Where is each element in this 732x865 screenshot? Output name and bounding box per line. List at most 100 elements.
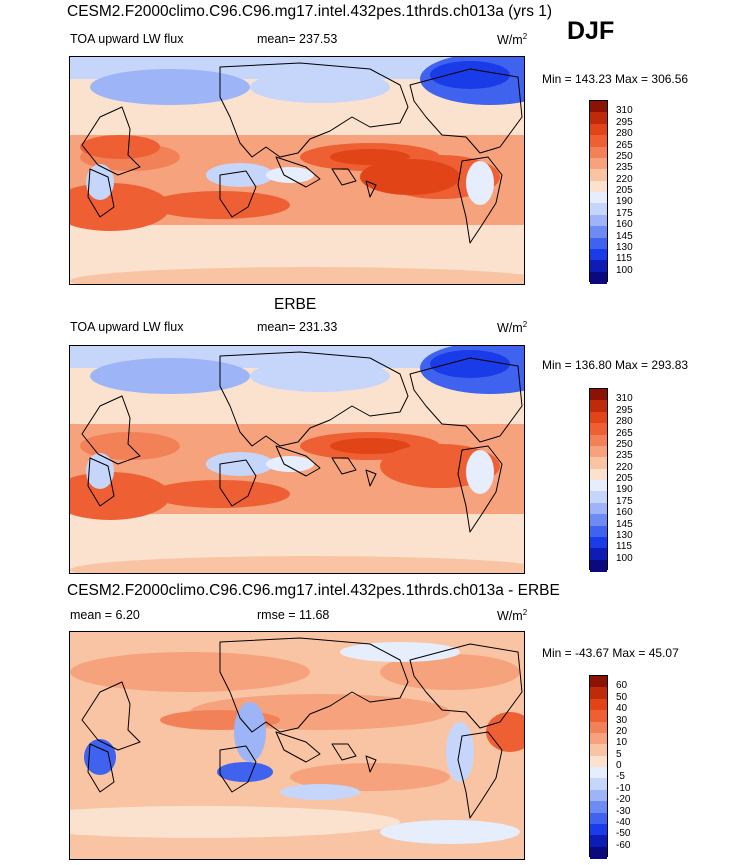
field-region	[90, 69, 250, 105]
colorbar-box	[590, 203, 607, 216]
panel3-units: W/m2	[497, 608, 528, 624]
panel1-variable: TOA upward LW flux	[70, 32, 184, 46]
colorbar-box	[590, 502, 607, 515]
panel1-map-svg	[70, 57, 524, 284]
colorbar-tick-label: 175	[616, 495, 633, 507]
colorbar-tick-label: 160	[616, 507, 633, 519]
colorbar-box	[590, 146, 607, 159]
colorbar-box	[590, 687, 607, 700]
colorbar-box	[590, 445, 607, 458]
colorbar-box	[590, 514, 607, 526]
colorbar-box	[590, 755, 607, 768]
colorbar-tick-label: 250	[616, 438, 633, 450]
panel3-map-svg	[70, 632, 524, 859]
field-region	[150, 480, 290, 508]
colorbar-box	[590, 112, 607, 125]
panel2-units: W/m2	[497, 320, 528, 336]
panel3-rmse: rmse = 11.68	[257, 608, 330, 622]
field-region	[266, 456, 314, 472]
colorbar-tick-label: 295	[616, 116, 633, 128]
panel1-colorbar	[589, 100, 608, 284]
panel3-minmax: Min = -43.67 Max = 45.07	[542, 646, 679, 660]
colorbar-box	[590, 823, 607, 836]
colorbar-box	[590, 676, 607, 688]
field-region	[86, 164, 114, 200]
colorbar-tick-label: 50	[616, 691, 628, 703]
field-region	[206, 163, 274, 187]
field-region	[150, 191, 290, 219]
coastline	[219, 170, 257, 218]
colorbar-box	[590, 123, 607, 136]
colorbar-tick-label: 295	[616, 404, 633, 416]
colorbar-box	[590, 536, 607, 549]
colorbar-tick-label: 30	[616, 714, 628, 726]
field-region	[250, 71, 390, 103]
panel2-mean: mean= 231.33	[257, 320, 338, 334]
colorbar-box	[590, 169, 607, 182]
colorbar-box	[590, 180, 607, 193]
colorbar-box	[590, 491, 607, 504]
coastline	[457, 445, 503, 533]
field-region	[80, 135, 160, 159]
colorbar-tick-label: 280	[616, 416, 633, 428]
coastline	[409, 357, 523, 443]
field-region	[70, 267, 524, 284]
coastline	[457, 731, 503, 819]
panel2-colorbar	[589, 388, 608, 572]
colorbar-box	[590, 192, 607, 204]
panel3-title: CESM2.F2000climo.C96.C96.mg17.intel.432p…	[67, 582, 560, 599]
colorbar-box	[590, 778, 607, 791]
colorbar-tick-label: 5	[616, 748, 622, 760]
coastline	[409, 643, 523, 729]
field-region	[430, 350, 510, 378]
coastline	[81, 106, 141, 176]
coastline	[331, 168, 357, 186]
colorbar-tick-label: 205	[616, 473, 633, 484]
colorbar-tick-label: 190	[616, 484, 633, 496]
colorbar-tick-label: 115	[616, 253, 632, 265]
colorbar-box	[590, 559, 607, 572]
colorbar-tick-label: 265	[616, 139, 633, 151]
field-region	[360, 159, 460, 195]
colorbar-box	[590, 248, 607, 261]
panel2-title: ERBE	[274, 296, 317, 313]
field-region	[90, 358, 250, 394]
colorbar-tick-label: -5	[616, 771, 625, 783]
coastline	[365, 469, 377, 487]
colorbar-box	[590, 801, 607, 813]
panel3-map	[69, 631, 525, 860]
field-region	[466, 161, 494, 205]
coastline	[219, 637, 409, 733]
panel2-variable: TOA upward LW flux	[70, 320, 184, 334]
field-region	[250, 360, 390, 392]
coastline	[275, 731, 321, 763]
field-region	[466, 450, 494, 494]
colorbar-tick-label: 265	[616, 427, 633, 439]
field-region	[290, 763, 450, 791]
coastline	[81, 681, 141, 751]
colorbar-tick-label: 40	[616, 703, 628, 715]
colorbar-box	[590, 457, 607, 470]
coastline	[457, 156, 503, 244]
colorbar-box	[590, 525, 607, 538]
coastline	[219, 351, 409, 447]
field-region	[206, 452, 274, 476]
field-region	[217, 762, 273, 782]
field-region	[70, 556, 524, 573]
colorbar-box	[590, 434, 607, 447]
coastline	[219, 459, 257, 507]
colorbar-box	[590, 214, 607, 227]
field-region	[70, 652, 310, 692]
colorbar-box	[590, 226, 607, 238]
colorbar-box	[590, 846, 607, 859]
colorbar-tick-label: -20	[616, 794, 631, 806]
colorbar-tick-label: 10	[616, 737, 628, 749]
coastline	[87, 168, 115, 218]
colorbar-tick-label: 100	[616, 264, 633, 276]
colorbar-tick-label: 235	[616, 450, 633, 462]
colorbar-box	[590, 812, 607, 825]
colorbar-box	[590, 101, 607, 113]
field-region	[380, 820, 520, 844]
field-region	[86, 453, 114, 489]
colorbar-box	[590, 548, 607, 561]
